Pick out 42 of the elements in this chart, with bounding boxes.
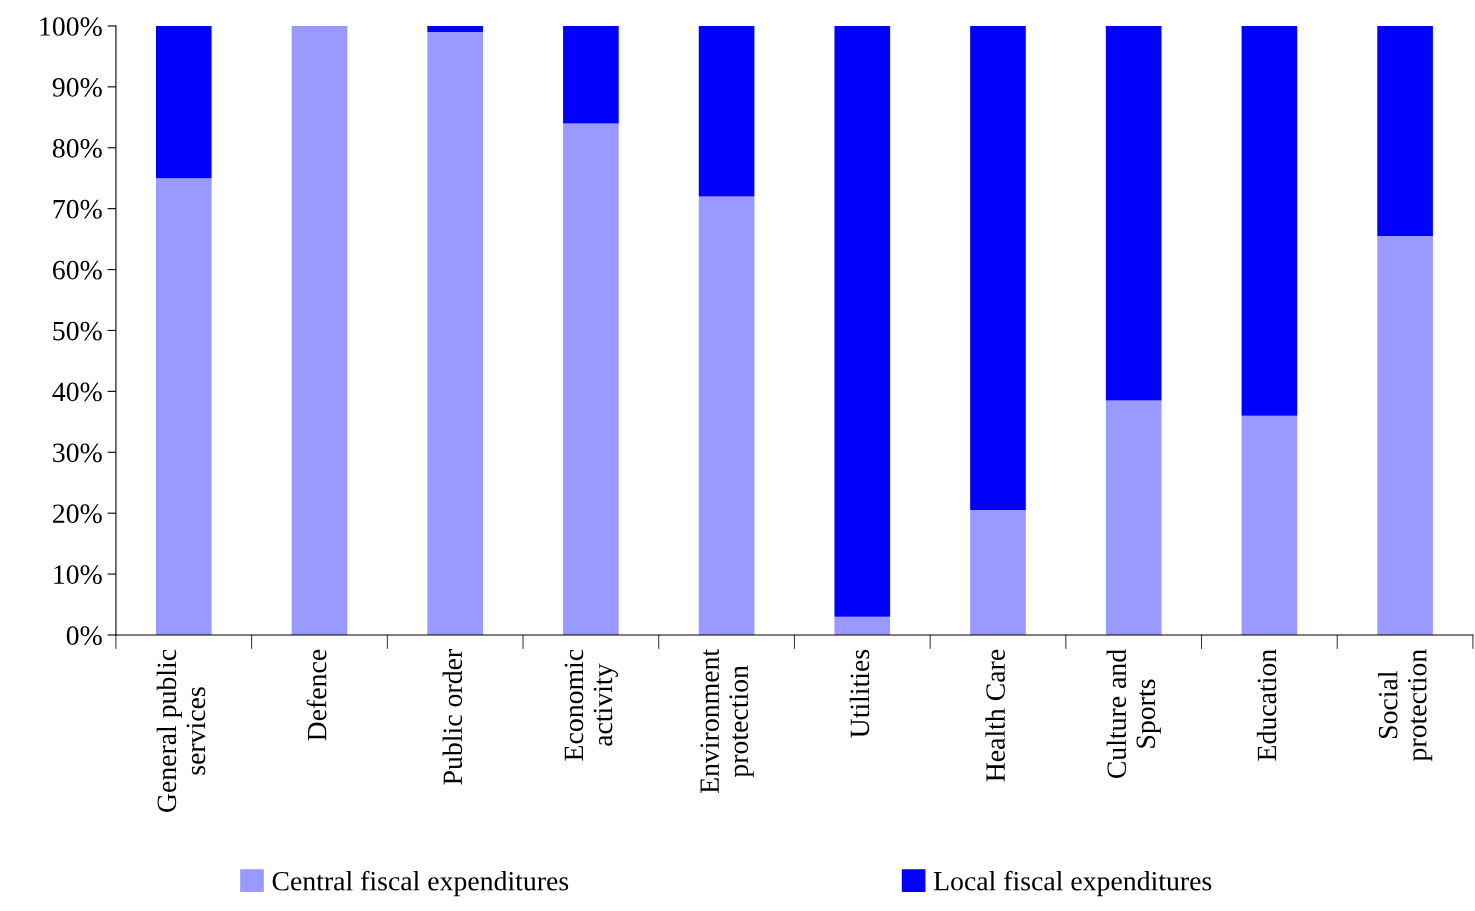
y-tick-label: 60%	[53, 260, 102, 280]
bar	[1241, 415, 1298, 635]
x-tick-label: Culture and Sports	[1106, 649, 1161, 779]
bar	[970, 25, 1026, 511]
y-tick-label: 20%	[53, 504, 102, 524]
bar	[1377, 236, 1433, 635]
x-tick-label: General public services	[156, 649, 206, 812]
bar	[427, 32, 483, 635]
legend-label: Central fiscal expenditures	[272, 870, 569, 897]
y-tick-label: 70%	[53, 199, 102, 219]
x-tick-label: Education	[1256, 649, 1277, 761]
x-tick-label: Utilities	[849, 649, 870, 738]
y-tick-label: 90%	[52, 78, 102, 97]
bar	[834, 616, 891, 635]
bar	[1105, 400, 1162, 635]
bar	[970, 510, 1026, 635]
x-tick-label: Defence	[306, 649, 327, 741]
bar	[698, 25, 755, 197]
x-tick-label: Economic activity	[564, 649, 619, 761]
y-tick-label: 10%	[54, 565, 102, 585]
bar	[563, 25, 619, 124]
y-tick-label: 0%	[66, 626, 102, 645]
bar	[155, 178, 212, 635]
y-tick-label: 80%	[52, 138, 102, 158]
bar	[563, 123, 619, 635]
bar	[427, 25, 483, 33]
y-tick-label: 30%	[53, 443, 102, 463]
bar	[1105, 25, 1162, 401]
bar	[155, 25, 212, 179]
x-tick-label: Health Care	[985, 649, 1005, 782]
y-tick-label: 40%	[52, 382, 102, 402]
bar	[834, 25, 891, 617]
x-tick-label: Environment protection	[700, 649, 754, 794]
legend-label: Local fiscal expenditures	[933, 870, 1212, 897]
y-tick-label: 100%	[40, 17, 102, 36]
x-tick-label: Social protection	[1377, 649, 1433, 762]
y-tick-label: 50%	[53, 321, 102, 341]
bar	[1377, 25, 1433, 237]
x-tick-label: Public order	[442, 649, 463, 785]
bar	[698, 196, 755, 635]
bar	[1241, 25, 1298, 416]
bar	[291, 25, 348, 635]
